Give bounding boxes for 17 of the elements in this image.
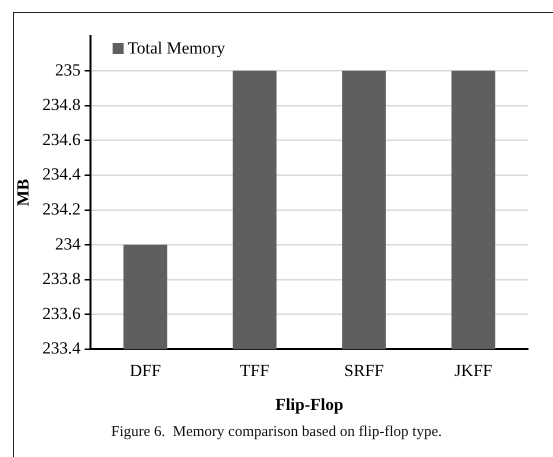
y-tick-label: 234 <box>55 234 82 254</box>
y-tick-label: 234.2 <box>42 199 81 218</box>
legend-label: Total Memory <box>128 38 226 58</box>
y-axis-title: MB <box>14 178 33 206</box>
y-tick-label: 233.4 <box>42 338 82 358</box>
x-tick-label: SRFF <box>344 360 384 380</box>
y-tick-label: 235 <box>55 60 81 80</box>
x-axis-title: Flip-Flop <box>275 395 344 414</box>
y-tick-label: 233.8 <box>42 269 81 288</box>
y-tick-label: 234.4 <box>42 164 82 184</box>
x-tick-label: TFF <box>240 360 270 380</box>
caption: Figure 6. Memory comparison based on flip-flop type. <box>110 424 443 441</box>
y-tick-label: 234.6 <box>42 130 81 149</box>
x-tick-label: JKFF <box>454 360 492 380</box>
y-tick-label: 234.8 <box>42 95 81 114</box>
x-tick-label: DFF <box>130 360 161 380</box>
y-tick-label: 233.6 <box>42 304 81 323</box>
